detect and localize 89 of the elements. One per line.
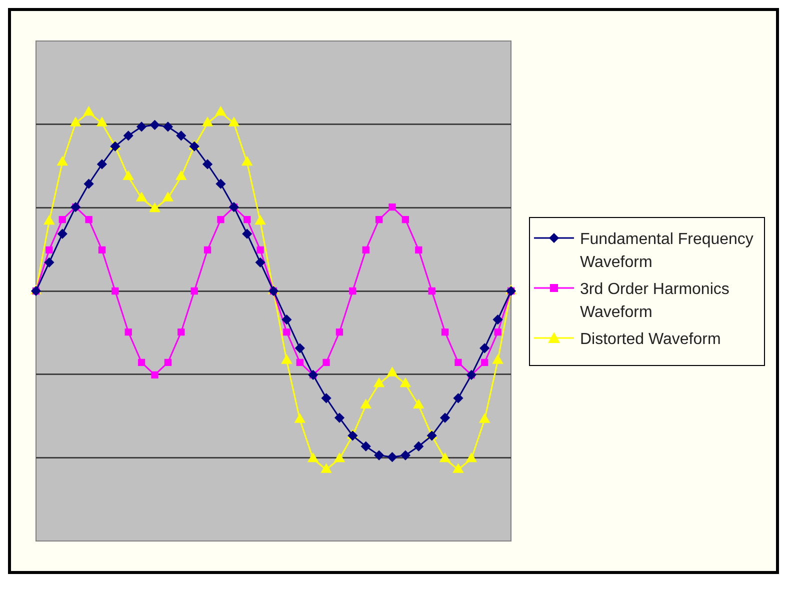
point: [58, 229, 68, 239]
point: [334, 453, 345, 462]
point: [46, 246, 53, 254]
legend-label: 3rd Order Harmonics Waveform: [580, 280, 730, 322]
point: [296, 358, 304, 366]
point: [202, 159, 212, 169]
point: [295, 343, 305, 353]
point: [294, 414, 305, 423]
point: [216, 106, 226, 116]
point: [480, 414, 490, 423]
point: [454, 358, 462, 366]
point: [308, 453, 318, 462]
point: [414, 442, 424, 452]
point: [322, 393, 332, 403]
point: [400, 378, 411, 388]
point: [244, 216, 251, 224]
point: [98, 246, 106, 254]
point: [58, 216, 66, 224]
point: [360, 400, 371, 409]
legend-label: Fundamental Frequency Waveform: [580, 230, 754, 272]
point: [322, 358, 330, 366]
point: [138, 358, 146, 366]
point: [164, 358, 172, 366]
point: [96, 117, 108, 126]
point: [387, 367, 398, 376]
point: [123, 170, 134, 180]
point: [150, 120, 160, 130]
point: [190, 287, 198, 295]
point: [84, 106, 94, 116]
point: [402, 216, 410, 224]
point: [440, 453, 450, 462]
point: [97, 159, 107, 169]
point: [440, 413, 450, 423]
point: [70, 117, 81, 126]
point: [481, 358, 488, 366]
point: [176, 170, 186, 180]
point: [112, 287, 119, 295]
point: [414, 400, 424, 409]
point: [415, 246, 422, 254]
point: [321, 464, 332, 473]
point: [202, 117, 213, 126]
point: [494, 328, 502, 336]
point: [282, 314, 292, 324]
point: [44, 216, 54, 225]
point: [216, 179, 226, 189]
point: [162, 192, 174, 202]
point: [400, 450, 410, 460]
point: [242, 229, 252, 239]
point: [441, 328, 449, 336]
point: [163, 122, 173, 132]
point: [57, 156, 68, 166]
point: [136, 122, 146, 132]
legend-label: Distorted Waveform: [580, 330, 721, 350]
point: [150, 203, 160, 212]
point: [151, 371, 158, 379]
point: [256, 246, 264, 254]
point: [256, 258, 266, 268]
point: [453, 393, 463, 403]
point: [349, 287, 356, 295]
point: [176, 130, 186, 140]
point: [282, 354, 292, 364]
point: [428, 287, 436, 295]
point: [204, 246, 212, 254]
point: [217, 216, 224, 224]
point: [492, 354, 503, 364]
point: [362, 246, 370, 254]
point: [178, 328, 185, 336]
point: [136, 192, 147, 202]
point: [375, 216, 383, 224]
point: [44, 258, 54, 268]
point: [388, 452, 397, 462]
point: [388, 203, 396, 211]
point: [283, 328, 290, 336]
point: [228, 117, 239, 126]
point: [374, 450, 384, 460]
point: [85, 216, 92, 224]
point: [255, 216, 266, 225]
point: [466, 453, 476, 462]
point: [242, 156, 252, 166]
point: [334, 413, 344, 423]
point: [480, 343, 490, 353]
point: [84, 179, 94, 189]
point: [453, 464, 464, 473]
point: [493, 314, 503, 324]
point: [336, 328, 344, 336]
point: [124, 328, 132, 336]
point: [374, 378, 384, 388]
point: [361, 442, 371, 452]
point: [124, 130, 134, 140]
